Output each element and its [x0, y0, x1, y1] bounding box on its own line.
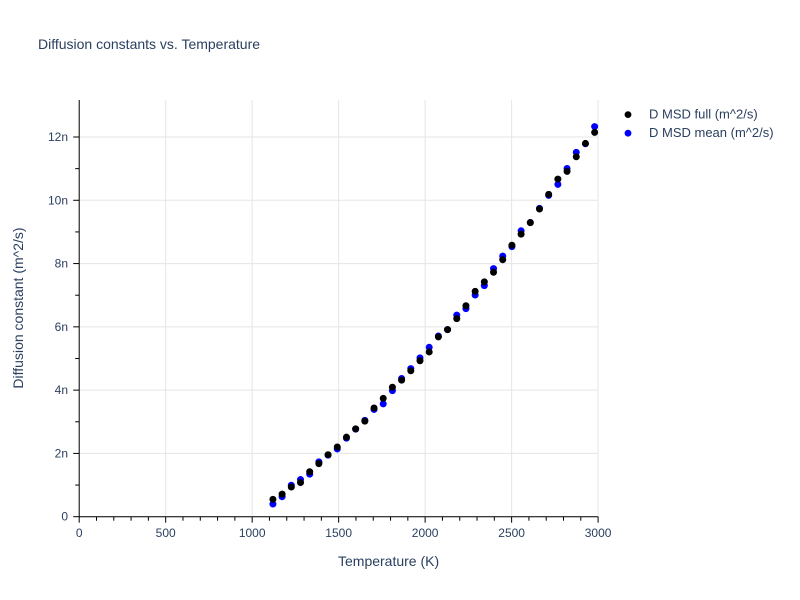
- svg-text:1500: 1500: [325, 526, 352, 540]
- svg-text:4n: 4n: [55, 383, 68, 397]
- svg-text:2n: 2n: [55, 446, 68, 460]
- svg-text:2000: 2000: [412, 526, 439, 540]
- svg-text:0: 0: [61, 510, 68, 524]
- svg-text:2500: 2500: [498, 526, 525, 540]
- svg-text:D MSD full (m^2/s): D MSD full (m^2/s): [649, 107, 758, 122]
- svg-text:10n: 10n: [48, 193, 68, 207]
- svg-text:500: 500: [156, 526, 176, 540]
- svg-text:6n: 6n: [55, 320, 68, 334]
- svg-text:12n: 12n: [48, 130, 68, 144]
- svg-text:3000: 3000: [585, 526, 612, 540]
- svg-text:1000: 1000: [239, 526, 266, 540]
- svg-text:8n: 8n: [55, 257, 68, 271]
- svg-text:D MSD mean (m^2/s): D MSD mean (m^2/s): [649, 125, 774, 140]
- svg-text:0: 0: [76, 526, 83, 540]
